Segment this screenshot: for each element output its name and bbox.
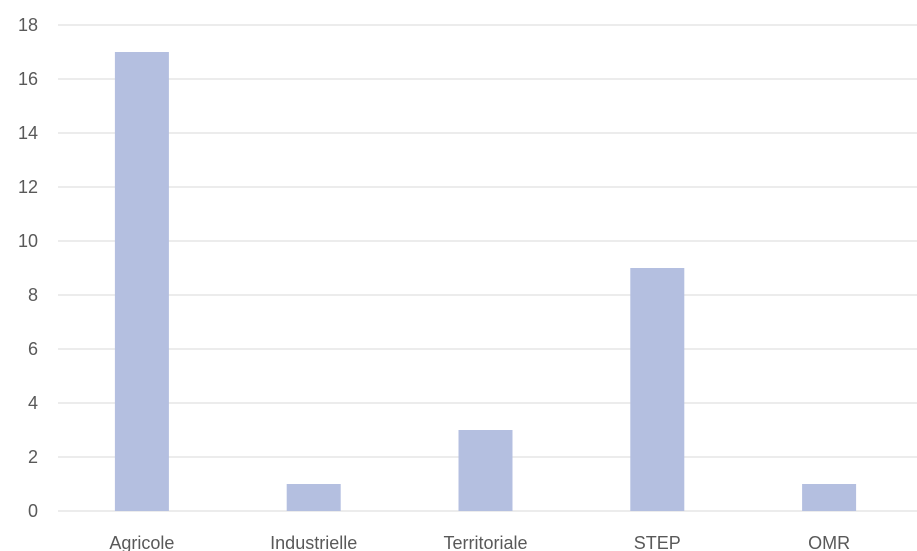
bar-agricole (114, 52, 169, 511)
y-tick-label: 6 (28, 339, 38, 359)
x-tick-label-agricole: Agricole (109, 533, 174, 551)
x-tick-label-omr: OMR (808, 533, 850, 551)
bar-territoriale (458, 430, 513, 511)
y-tick-label: 12 (18, 177, 38, 197)
y-tick-label: 4 (28, 393, 38, 413)
bar-step (630, 268, 685, 511)
x-tick-label-industrielle: Industrielle (270, 533, 357, 551)
y-axis-tick-labels: 0 2 4 6 8 10 12 14 16 18 (18, 15, 38, 521)
bars (114, 52, 857, 511)
bar-omr (802, 484, 857, 511)
bar-industrielle (286, 484, 341, 511)
gridlines (58, 24, 917, 512)
x-tick-label-territoriale: Territoriale (443, 533, 527, 551)
y-tick-label: 0 (28, 501, 38, 521)
y-tick-label: 18 (18, 15, 38, 35)
x-tick-label-step: STEP (634, 533, 681, 551)
y-tick-label: 16 (18, 69, 38, 89)
y-tick-label: 8 (28, 285, 38, 305)
y-tick-label: 2 (28, 447, 38, 467)
y-tick-label: 14 (18, 123, 38, 143)
y-tick-label: 10 (18, 231, 38, 251)
x-axis-tick-labels: Agricole Industrielle Territoriale STEP OMR (109, 533, 850, 551)
